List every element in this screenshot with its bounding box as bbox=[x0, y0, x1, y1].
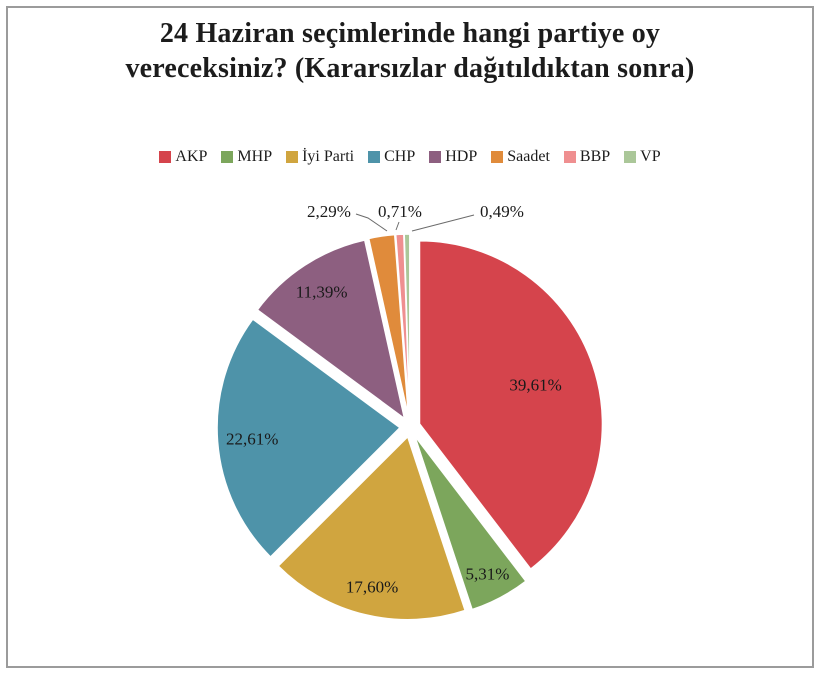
data-label-bbp: 0,71% bbox=[378, 202, 422, 221]
pie-slice-vp bbox=[403, 233, 411, 418]
legend-label: Saadet bbox=[507, 148, 550, 165]
legend-item-hdp: HDP bbox=[429, 148, 477, 166]
legend-item-i̇yi-parti: İyi Parti bbox=[286, 148, 354, 166]
legend-swatch-icon bbox=[624, 151, 637, 163]
legend-swatch-icon bbox=[159, 151, 172, 163]
pie-slice-hdp bbox=[256, 239, 406, 420]
pie-slice-chp bbox=[216, 318, 401, 558]
pie-slice-saadet bbox=[367, 233, 410, 418]
data-label-hdp: 11,39% bbox=[296, 282, 348, 301]
legend-label: CHP bbox=[384, 148, 416, 165]
pie-slice-akp bbox=[418, 240, 604, 570]
data-label-akp: 39,61% bbox=[509, 376, 561, 395]
legend-label: VP bbox=[640, 148, 661, 165]
data-label-i̇yi-parti: 17,60% bbox=[346, 577, 398, 596]
chart-title: 24 Haziran seçimlerinde hangi partiye oy… bbox=[125, 18, 695, 85]
legend-item-mhp: MHP bbox=[221, 148, 272, 166]
legend-label: AKP bbox=[175, 148, 208, 165]
leader-line bbox=[355, 213, 388, 232]
legend-item-vp: VP bbox=[624, 148, 661, 166]
pie-slice-mhp bbox=[413, 435, 527, 611]
legend-item-bbp: BBP bbox=[563, 148, 611, 166]
legend-item-saadet: Saadet bbox=[491, 148, 550, 166]
data-label-mhp: 5,31% bbox=[465, 564, 509, 583]
leader-line bbox=[411, 214, 475, 232]
legend-label: HDP bbox=[445, 148, 478, 165]
legend-swatch-icon bbox=[221, 151, 234, 163]
legend-label: BBP bbox=[579, 148, 611, 165]
legend-swatch-icon bbox=[368, 151, 381, 163]
legend-swatch-icon bbox=[491, 151, 504, 163]
legend-label: İyi Parti bbox=[302, 148, 355, 165]
legend-label: MHP bbox=[237, 148, 273, 165]
legend-item-chp: CHP bbox=[368, 148, 415, 166]
leader-line bbox=[395, 221, 400, 231]
legend-item-akp: AKP bbox=[159, 148, 207, 166]
legend-swatch-icon bbox=[429, 151, 442, 163]
chart-legend: AKP MHP İyi Parti CHP HDP Saadet BBP VP bbox=[0, 148, 820, 166]
pie-slice-i̇yi-parti bbox=[277, 435, 466, 621]
legend-swatch-icon bbox=[563, 151, 576, 163]
data-label-vp: 0,49% bbox=[480, 202, 524, 221]
legend-swatch-icon bbox=[286, 151, 299, 163]
data-label-chp: 22,61% bbox=[226, 430, 278, 449]
data-label-saadet: 2,29% bbox=[307, 202, 351, 221]
